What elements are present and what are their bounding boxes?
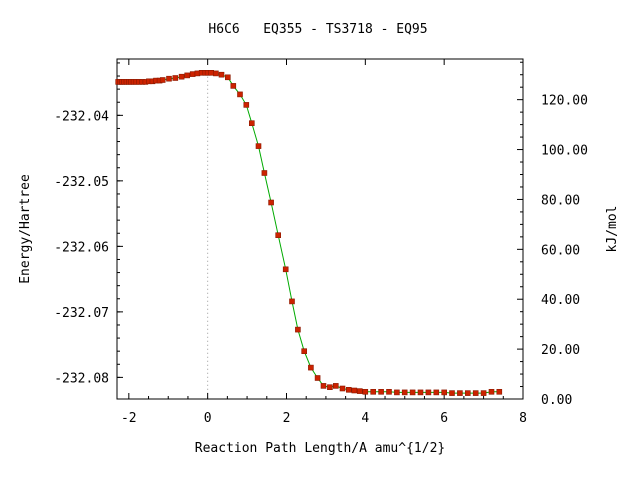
data-point bbox=[327, 384, 333, 391]
data-point bbox=[230, 83, 237, 89]
plot-area: -2 0 2 4 6 8 -232.04-232.05-232.06-232.07-232… bbox=[54, 58, 588, 426]
data-point bbox=[308, 364, 314, 371]
data-point bbox=[178, 73, 185, 80]
data-point bbox=[282, 266, 289, 273]
y-tick-label: -232.06 bbox=[54, 240, 109, 255]
data-point bbox=[225, 74, 231, 81]
data-point bbox=[356, 388, 363, 394]
data-point bbox=[189, 71, 196, 77]
data-point bbox=[218, 71, 225, 78]
data-point bbox=[464, 390, 471, 396]
x-tick-label: 8 bbox=[519, 411, 527, 426]
y2-tick-label: 120.00 bbox=[541, 94, 588, 109]
y-tick-label: -232.08 bbox=[54, 371, 109, 386]
x-tick-label: -2 bbox=[121, 411, 137, 426]
data-point bbox=[243, 102, 250, 108]
y2-tick-label: 80.00 bbox=[541, 193, 580, 208]
x-tick-label: 0 bbox=[204, 411, 212, 426]
data-point bbox=[184, 72, 190, 79]
data-point bbox=[320, 383, 327, 389]
x-tick-label: 2 bbox=[283, 411, 291, 426]
data-point bbox=[449, 390, 455, 396]
data-point bbox=[457, 390, 463, 396]
y2-tick-label: 60.00 bbox=[541, 243, 580, 258]
data-point bbox=[386, 388, 392, 395]
data-point bbox=[425, 389, 432, 396]
data-point bbox=[339, 385, 346, 392]
y-tick-label: -232.07 bbox=[54, 306, 109, 321]
data-point bbox=[394, 389, 400, 396]
data-point bbox=[480, 390, 487, 396]
x-tick-label: 6 bbox=[440, 411, 448, 426]
data-point bbox=[370, 388, 377, 395]
data-point bbox=[301, 348, 308, 355]
data-point bbox=[208, 70, 214, 76]
data-point bbox=[295, 326, 301, 333]
data-point bbox=[237, 91, 243, 98]
data-point bbox=[172, 75, 179, 81]
data-point bbox=[441, 389, 448, 396]
plot-frame bbox=[116, 58, 524, 400]
y-axis-label: Energy/Hartree bbox=[18, 174, 33, 284]
y-tick-label: -232.05 bbox=[54, 175, 109, 190]
y2-axis-label: kJ/mol bbox=[605, 206, 620, 253]
data-point bbox=[496, 388, 503, 395]
data-point bbox=[362, 388, 369, 395]
x-axis: -2 0 2 4 6 8 bbox=[121, 59, 527, 426]
data-point bbox=[401, 389, 408, 396]
y2-tick-label: 0.00 bbox=[541, 393, 572, 408]
x-axis-label: Reaction Path Length/A amu^{1/2} bbox=[195, 441, 445, 456]
data-point bbox=[275, 232, 282, 238]
data-point bbox=[289, 298, 295, 305]
data-points bbox=[115, 70, 503, 396]
y2-tick-label: 20.00 bbox=[541, 343, 580, 358]
y-tick-label: -232.04 bbox=[54, 109, 109, 124]
data-point bbox=[472, 390, 479, 396]
data-point bbox=[417, 389, 424, 396]
data-point bbox=[213, 70, 219, 77]
data-point bbox=[261, 170, 268, 176]
y-axis-right: 0.00 20.00 40.00 60.00 80.00 100.00 120.00 bbox=[517, 61, 588, 408]
data-point bbox=[345, 386, 352, 393]
y2-tick-label: 100.00 bbox=[541, 144, 588, 159]
data-point bbox=[332, 383, 339, 389]
data-point bbox=[351, 387, 358, 394]
data-point bbox=[488, 388, 495, 395]
y-axis-left: -232.04 -232.05 -232.06 -232.07 -232.08 bbox=[54, 62, 123, 386]
x-tick-label: 4 bbox=[361, 411, 369, 426]
data-point bbox=[249, 120, 255, 126]
chart-title: H6C6 EQ355 - TS3718 - EQ95 bbox=[208, 22, 427, 37]
data-point bbox=[314, 375, 321, 381]
series-curve bbox=[118, 72, 500, 394]
data-point bbox=[255, 143, 262, 149]
data-point bbox=[409, 389, 416, 396]
data-point bbox=[378, 388, 384, 395]
data-point bbox=[433, 389, 440, 396]
y2-tick-label: 40.00 bbox=[541, 293, 580, 308]
data-point bbox=[166, 75, 172, 82]
data-point bbox=[268, 199, 274, 206]
data-point bbox=[159, 77, 166, 83]
